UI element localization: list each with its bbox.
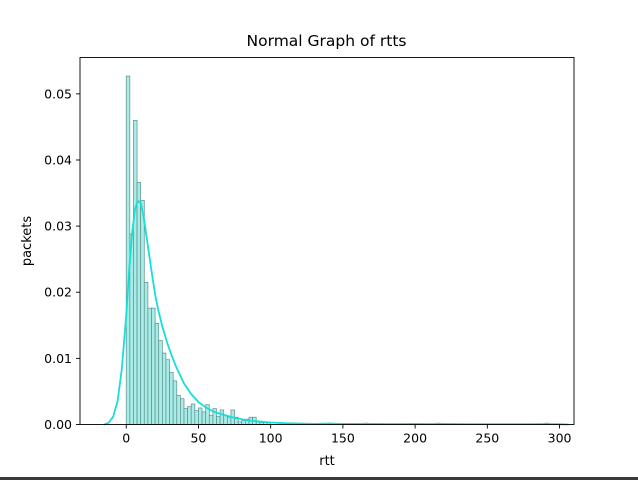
kde-line [103, 200, 570, 426]
histogram-bar [169, 371, 174, 425]
histogram-bar [158, 340, 163, 425]
taskbar-strip [0, 477, 638, 480]
histogram-bar [180, 398, 185, 425]
y-tick-label: 0.03 [44, 219, 72, 234]
y-axis-label: packets [20, 216, 35, 267]
chart-title: Normal Graph of rtts [247, 32, 407, 50]
y-tick-label: 0.02 [44, 285, 72, 300]
histogram-bar [198, 407, 203, 425]
plot-frame [79, 57, 575, 425]
x-tick-label: 50 [190, 431, 206, 446]
histogram-bar [187, 406, 192, 425]
histogram-bar [125, 75, 131, 425]
histogram-bar [172, 380, 178, 425]
histogram-bar [154, 322, 160, 425]
histogram-bar [147, 307, 152, 425]
histogram-bar [190, 403, 196, 425]
x-tick-label: 250 [475, 431, 499, 446]
y-tick-label: 0.05 [44, 86, 72, 101]
y-tick-label: 0.04 [44, 152, 72, 167]
x-tick-label: 300 [548, 431, 572, 446]
histogram-bar [143, 281, 149, 425]
histogram-bar [165, 359, 170, 425]
bars-layer [125, 75, 550, 425]
x-tick-label: 100 [259, 431, 283, 446]
histogram-bar [133, 119, 138, 425]
y-tick-label: 0.00 [44, 417, 72, 432]
x-tick-label: 0 [122, 431, 130, 446]
histogram-bar [201, 411, 207, 425]
y-axis-ticks: 0.00 0.01 0.02 0.03 0.04 0.05 [44, 86, 80, 432]
x-tick-label: 200 [403, 431, 427, 446]
histogram-bar [140, 199, 145, 425]
y-tick-label: 0.01 [44, 351, 72, 366]
histogram-bar [194, 410, 199, 425]
histogram-bar [176, 395, 181, 425]
histogram-bar [226, 416, 232, 425]
histogram-bar [208, 414, 214, 425]
histogram-bar [241, 420, 246, 425]
x-tick-label: 150 [331, 431, 355, 446]
histogram-bar [183, 408, 188, 425]
histogram-bar [136, 182, 142, 425]
histogram-bar [151, 307, 156, 425]
x-axis-label: rtt [319, 454, 335, 469]
histogram-bar [219, 409, 225, 425]
x-axis-ticks: 0 50 100 150 200 250 300 [122, 424, 572, 446]
histogram-bar [161, 352, 167, 425]
histogram-bar [216, 416, 221, 425]
